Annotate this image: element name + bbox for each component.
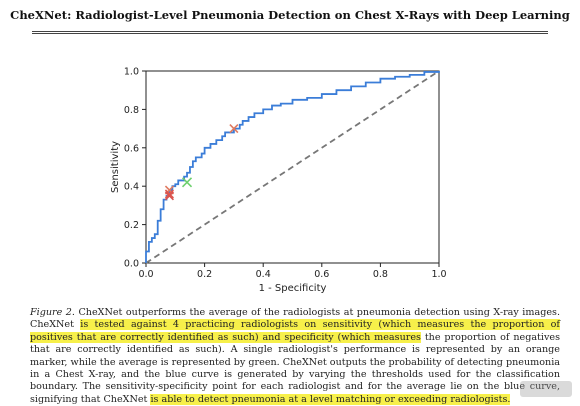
average-marker	[181, 177, 193, 188]
figure-caption: Figure 2. CheXNet outperforms the averag…	[30, 307, 560, 406]
y-axis-label: Sensitivity	[110, 141, 121, 193]
average-marker-stroke-b	[181, 177, 193, 188]
radiologist-marker	[229, 124, 239, 134]
x-tick-label: 0.4	[256, 269, 271, 280]
caption-highlight-2: is able to detect pneumonia at a level m…	[150, 393, 511, 405]
x-tick-label: 0.0	[138, 269, 153, 280]
y-tick-label: 1.0	[124, 67, 139, 78]
paper-header: CheXNet: Radiologist-Level Pneumonia Det…	[10, 8, 570, 22]
x-axis-label: 1 - Specificity	[259, 283, 327, 294]
y-tick-label: 0.6	[124, 143, 139, 154]
caption-text-2: the proportion of negatives that are cor…	[30, 331, 560, 405]
header-rule	[32, 31, 548, 32]
x-tick-label: 1.0	[431, 269, 446, 280]
chart-marks	[145, 70, 440, 264]
x-tick-label: 0.6	[314, 269, 329, 280]
radiologist-marker	[164, 189, 175, 199]
header-rule-2	[32, 33, 548, 34]
y-tick-label: 0.8	[124, 105, 139, 116]
radiologist-marker-stroke-b	[164, 191, 175, 201]
y-tick-label: 0.2	[124, 220, 139, 231]
x-tick-label: 0.2	[197, 269, 212, 280]
plot-frame	[145, 70, 440, 264]
roc-chart: 0.00.0 0.2 0.2 0.4 0.4 0.6 0.6 0.8 0.8 1.0 1.0 1 - …	[110, 67, 447, 295]
x-tick-label: 0.8	[373, 269, 388, 280]
chart-axes: 0.00.0 0.2 0.2 0.4 0.4 0.6 0.6 0.8 0.8 1.0 1.0 1 - …	[110, 67, 447, 295]
radiologist-marker	[164, 191, 175, 201]
y-tick-label: 0.4	[124, 182, 139, 193]
radiologist-marker-stroke-b	[164, 189, 175, 199]
roc-curve	[145, 71, 440, 263]
radiologist-marker-stroke-b	[229, 124, 239, 134]
watermark-badge	[520, 381, 572, 397]
caption-text-1: CheXNet outperforms the average of the r…	[30, 307, 560, 331]
chance-line	[145, 70, 440, 264]
figure-label: Figure 2.	[30, 307, 75, 318]
y-tick-label: 0.0	[124, 259, 139, 270]
